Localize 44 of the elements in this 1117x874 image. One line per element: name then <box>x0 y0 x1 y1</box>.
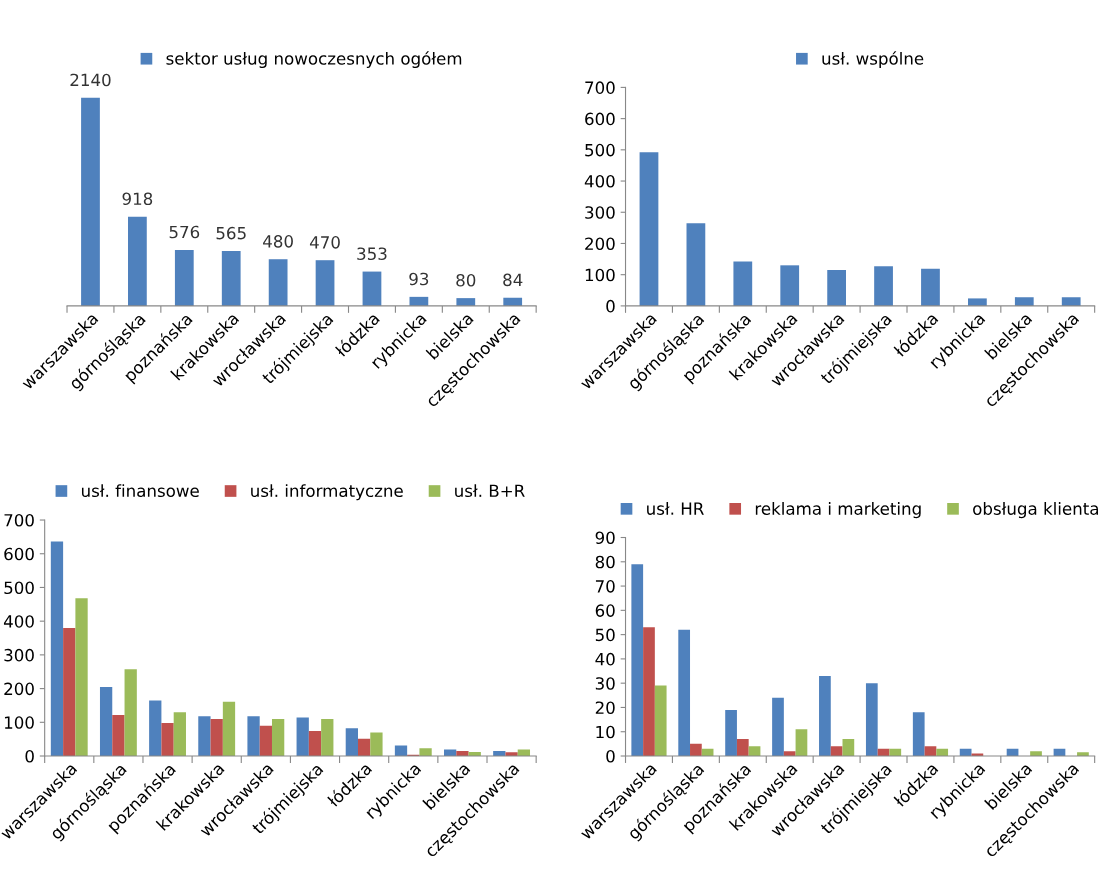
data-label: 480 <box>263 235 293 248</box>
y-tick-label: 500 <box>4 581 34 595</box>
y-tick-label: 60 <box>595 604 615 617</box>
y-tick-label: 500 <box>585 143 615 157</box>
legend-label: usł. finansowe <box>81 484 199 498</box>
data-label: 2140 <box>70 73 111 87</box>
y-tick-label: 300 <box>585 206 615 219</box>
data-label: 565 <box>216 226 246 240</box>
legend-label: reklama i marketing <box>755 502 921 519</box>
y-tick-label: 600 <box>4 547 34 561</box>
y-tick-label: 700 <box>585 81 615 94</box>
y-tick-label: 200 <box>4 682 34 696</box>
data-label: 93 <box>409 272 429 286</box>
y-tick-label: 40 <box>595 652 615 666</box>
y-tick-label: 10 <box>596 725 615 739</box>
y-tick-label: 30 <box>595 677 615 690</box>
data-label: 353 <box>357 247 387 261</box>
y-tick-label: 20 <box>595 701 615 715</box>
data-label: 918 <box>122 192 153 206</box>
y-tick-label: 400 <box>3 615 34 628</box>
y-tick-label: 70 <box>595 580 615 593</box>
y-tick-label: 400 <box>584 175 615 188</box>
y-tick-label: 80 <box>595 555 615 569</box>
y-tick-label: 100 <box>4 716 34 729</box>
legend-label: usł. wspólne <box>822 51 924 69</box>
legend-label: usł. HR <box>647 502 704 515</box>
y-tick-label: 0 <box>606 299 615 313</box>
y-tick-label: 0 <box>606 749 615 763</box>
data-label: 80 <box>456 273 476 287</box>
legend-label: sektor usług nowoczesnych ogółem <box>166 51 462 69</box>
legend-label: obsługa klienta <box>973 502 1098 519</box>
y-tick-label: 700 <box>4 513 34 527</box>
y-tick-label: 100 <box>585 268 615 282</box>
data-label: 470 <box>309 236 340 249</box>
data-label: 576 <box>169 225 200 239</box>
y-tick-label: 90 <box>595 531 615 545</box>
y-tick-label: 300 <box>4 648 34 662</box>
y-tick-label: 600 <box>585 112 615 126</box>
y-tick-label: 50 <box>595 628 615 642</box>
data-label: 84 <box>503 273 523 287</box>
legend-label: usł. informatyczne <box>251 484 403 501</box>
y-tick-label: 0 <box>25 749 34 763</box>
legend-label: usł. B+R <box>455 484 525 498</box>
y-tick-label: 200 <box>585 237 615 251</box>
